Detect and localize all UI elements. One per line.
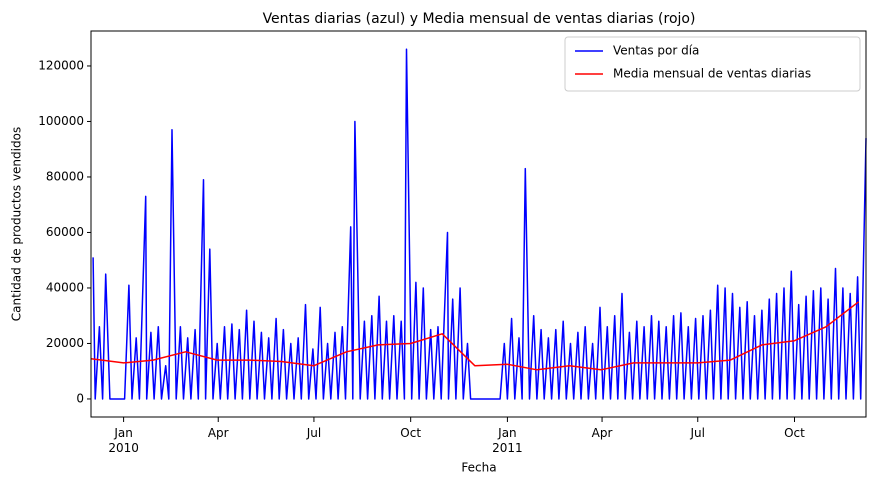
legend-box [564, 36, 861, 92]
x-tick-label: Jul [306, 426, 321, 440]
x-tick-label: Jul [690, 426, 705, 440]
x-tick-label: Apr [592, 426, 613, 440]
series-line [92, 48, 867, 400]
x-tick-label: Oct [400, 426, 421, 440]
x-axis-label: Fecha [461, 461, 496, 475]
x-tick-label: Jan 2010 [108, 426, 139, 455]
y-axis-label: Cantidad de productos vendidos [10, 127, 24, 321]
x-tick-label-line: Jul [306, 426, 321, 440]
y-tick-label: 0 [76, 391, 84, 405]
x-tick-label-line: Jul [690, 426, 705, 440]
x-tick-label-line: Apr [592, 426, 613, 440]
plot-frame [90, 30, 867, 418]
x-tick-label-line: 2011 [492, 441, 523, 455]
y-tick-label: 120000 [38, 58, 84, 72]
y-tick-label: 60000 [46, 225, 84, 239]
y-tick-label: 80000 [46, 169, 84, 183]
x-tick-label-line: Oct [400, 426, 421, 440]
y-tick-label: 100000 [38, 114, 84, 128]
y-tick-label: 40000 [46, 280, 84, 294]
x-tick-label: Jan 2011 [492, 426, 523, 455]
series-line [90, 301, 860, 371]
x-tick-label-line: Jan [497, 426, 517, 440]
x-tick-label-line: Apr [208, 426, 229, 440]
chart-title: Ventas diarias (azul) y Media mensual de… [263, 11, 696, 27]
x-tick-label: Apr [208, 426, 229, 440]
y-tick-label: 20000 [46, 336, 84, 350]
x-tick-label-line: Oct [784, 426, 805, 440]
x-tick-label: Oct [784, 426, 805, 440]
x-tick-label-line: Jan [113, 426, 133, 440]
legend-label: Media mensual de ventas diarias [613, 67, 811, 81]
x-tick-label-line: 2010 [108, 441, 139, 455]
legend-label: Ventas por día [613, 44, 699, 58]
